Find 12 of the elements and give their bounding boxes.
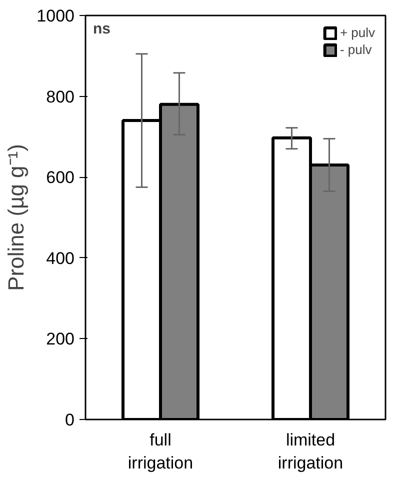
x-tick-label: full irrigation — [128, 430, 194, 472]
y-tick-label: 600 — [46, 168, 75, 188]
y-tick-label: 200 — [46, 330, 75, 349]
y-tick-label: 800 — [46, 87, 75, 106]
y-axis-title: Proline (µg g⁻¹) — [4, 144, 29, 291]
y-tick-label: 0 — [65, 410, 75, 430]
legend-label: - pulv — [340, 42, 372, 57]
x-tick-label: limited irrigation — [278, 430, 344, 472]
legend-label: + pulv — [340, 25, 375, 40]
y-tick-label: 400 — [46, 248, 75, 268]
annotation: ns — [93, 20, 111, 38]
y-tick-label: 1000 — [36, 6, 75, 26]
